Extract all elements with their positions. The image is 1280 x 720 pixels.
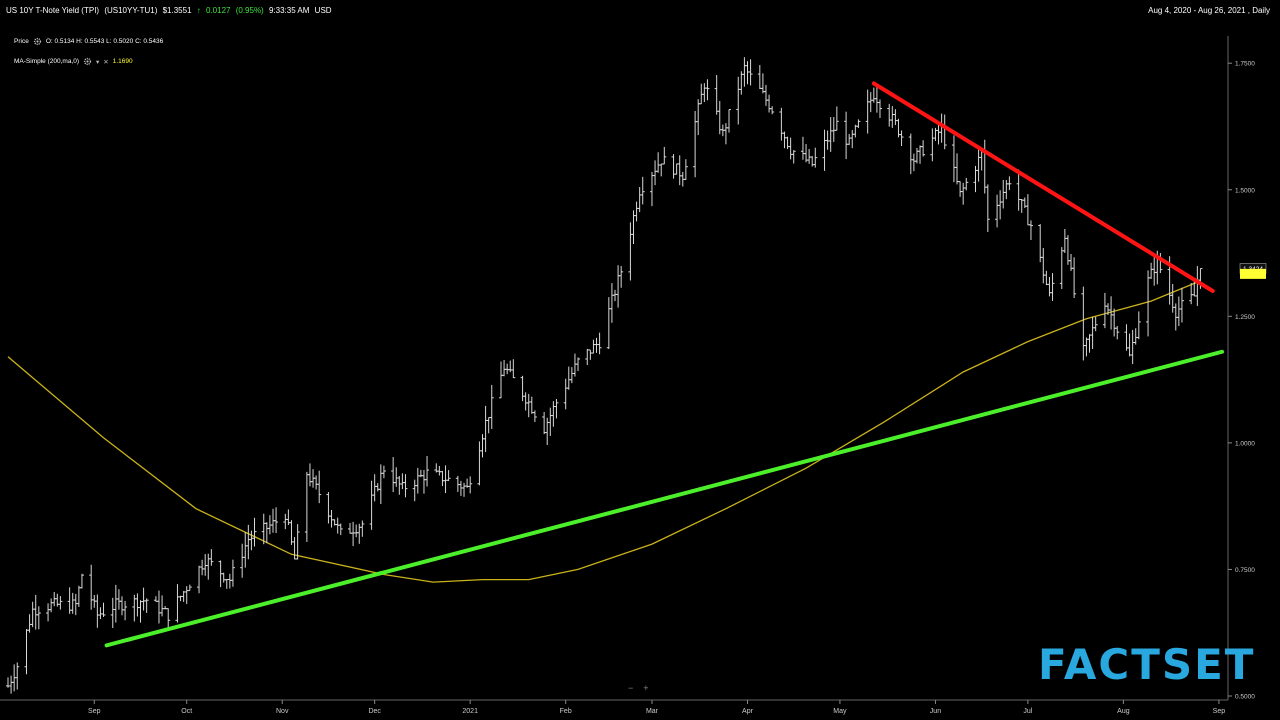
ma-value: 1.1690 bbox=[112, 58, 133, 65]
title-line: US 10Y T-Note Yield (TPI) (US10YY-TU1) $… bbox=[6, 6, 335, 15]
y-tick-label: 1.7500 bbox=[1235, 61, 1255, 68]
x-tick-label: Mar bbox=[646, 708, 659, 715]
x-tick-label: Jun bbox=[930, 708, 941, 715]
date-range[interactable]: Aug 4, 2020 - Aug 26, 2021 , Daily bbox=[1148, 6, 1270, 15]
x-tick-label: Nov bbox=[276, 708, 289, 715]
trendline-layer bbox=[104, 81, 1224, 648]
chart-title[interactable]: US 10Y T-Note Yield (TPI) bbox=[6, 6, 100, 15]
zoom-in-button[interactable]: + bbox=[643, 683, 649, 693]
ma-price-tag bbox=[1240, 268, 1266, 279]
chart-header: US 10Y T-Note Yield (TPI) (US10YY-TU1) $… bbox=[0, 0, 1280, 24]
resistance-trendline bbox=[871, 81, 1215, 293]
change-value: 0.0127 bbox=[206, 6, 231, 15]
x-tick-label: Sep bbox=[88, 708, 101, 715]
ma-layer bbox=[7, 280, 1201, 583]
zoom-controls: − + bbox=[628, 683, 649, 693]
currency-label: USD bbox=[314, 6, 332, 15]
factset-logo: FACTSET bbox=[1038, 640, 1256, 689]
x-tick-label: Sep bbox=[1213, 708, 1226, 715]
bars-layer bbox=[6, 57, 1203, 694]
x-tick-label: Feb bbox=[560, 708, 572, 715]
price-legend: Price O: 0.5134 H: 0.5543 L: 0.5020 C: 0… bbox=[14, 37, 163, 46]
ma-legend: MA-Simple (200,ma,0) ▾ ✕ 1.1690 bbox=[14, 57, 133, 66]
close-icon[interactable]: ✕ bbox=[103, 58, 109, 66]
ma-label[interactable]: MA-Simple (200,ma,0) bbox=[14, 58, 80, 65]
symbol-label: (US10YY-TU1) bbox=[104, 6, 158, 15]
x-tick-label: Dec bbox=[368, 708, 381, 715]
support-trendline bbox=[104, 349, 1224, 648]
x-tick-label: 2021 bbox=[462, 708, 478, 715]
zoom-out-button[interactable]: − bbox=[628, 683, 634, 693]
x-tick-label: Apr bbox=[742, 708, 754, 715]
axis-layer: 1.7500 1.5000 1.2500 1.0000 0.7500 0.5000 Sep O… bbox=[0, 36, 1267, 715]
up-arrow-icon: ↑ bbox=[196, 6, 201, 15]
y-tick-label: 1.2500 bbox=[1235, 314, 1255, 321]
last-price: $1.3551 bbox=[162, 6, 192, 15]
quote-time: 9:33:35 AM bbox=[268, 6, 310, 15]
y-tick-label: 1.0000 bbox=[1235, 440, 1255, 447]
y-tick-label: 0.5000 bbox=[1235, 694, 1255, 701]
change-percent: (0.95%) bbox=[235, 6, 264, 15]
gear-icon[interactable] bbox=[33, 37, 42, 46]
ma200-line bbox=[7, 280, 1201, 583]
y-tick-label: 1.5000 bbox=[1235, 187, 1255, 194]
x-tick-label: May bbox=[833, 708, 847, 715]
x-tick-label: Aug bbox=[1117, 708, 1130, 715]
y-tick-label: 0.7500 bbox=[1235, 567, 1255, 574]
chevron-down-icon[interactable]: ▾ bbox=[96, 58, 100, 66]
x-tick-label: Jul bbox=[1023, 708, 1032, 715]
ohlc-values: O: 0.5134 H: 0.5543 L: 0.5020 C: 0.5436 bbox=[45, 38, 164, 45]
gear-icon[interactable] bbox=[83, 57, 92, 66]
x-tick-label: Oct bbox=[181, 708, 192, 715]
price-label[interactable]: Price bbox=[14, 38, 29, 45]
